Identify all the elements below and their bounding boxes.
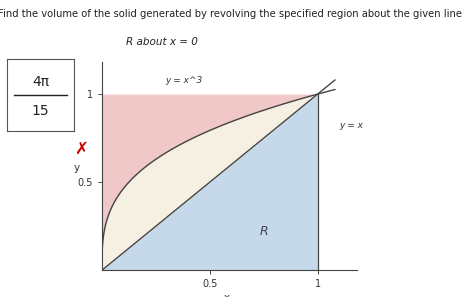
Text: Find the volume of the solid generated by revolving the specified region about t: Find the volume of the solid generated b… xyxy=(0,9,463,19)
Text: y: y xyxy=(74,163,80,173)
Text: y = x: y = x xyxy=(339,121,363,130)
Text: x: x xyxy=(224,293,230,297)
Text: 15: 15 xyxy=(31,104,50,118)
Text: 4π: 4π xyxy=(32,75,49,89)
Text: R: R xyxy=(259,225,268,238)
Text: R about x = 0: R about x = 0 xyxy=(126,37,198,47)
Text: y = x^3: y = x^3 xyxy=(165,76,202,85)
Text: ✗: ✗ xyxy=(74,140,88,157)
